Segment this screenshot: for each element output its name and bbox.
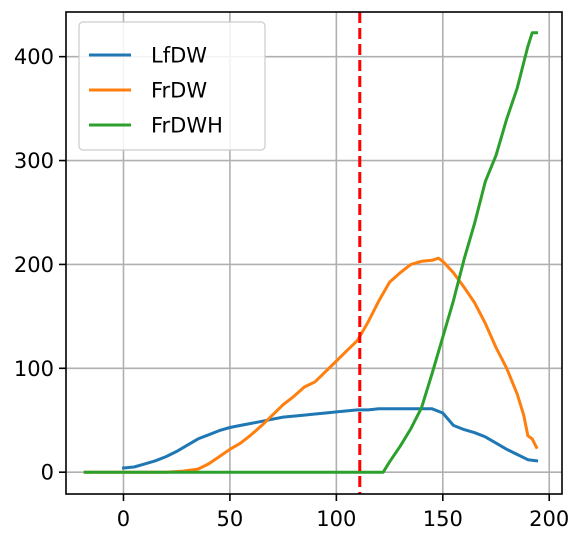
series-line-frdw bbox=[83, 256, 539, 474]
legend: LfDW FrDW FrDWH bbox=[78, 21, 266, 151]
y-tick-label: 400 bbox=[14, 45, 54, 69]
legend-label-frdwh: FrDWH bbox=[151, 114, 223, 138]
series-lines bbox=[83, 31, 539, 474]
y-tick-label: 100 bbox=[14, 357, 54, 381]
plot-frame bbox=[65, 11, 563, 495]
series-line-frdwh bbox=[83, 31, 538, 474]
y-tick-label: 200 bbox=[14, 253, 54, 277]
series-line-lfdw bbox=[121, 407, 539, 470]
x-tick-label: 100 bbox=[316, 507, 356, 531]
legend-label-frdw: FrDW bbox=[151, 79, 207, 103]
y-tick-label: 0 bbox=[41, 461, 54, 485]
x-tick-label: 50 bbox=[217, 507, 244, 531]
legend-label-lfdw: LfDW bbox=[151, 44, 207, 68]
x-tick-label: 200 bbox=[529, 507, 569, 531]
x-tick-label: 150 bbox=[423, 507, 463, 531]
x-tick-label: 0 bbox=[117, 507, 130, 531]
axis-ticks: 0 50 100 150 200 0 100 200 300 400 bbox=[14, 45, 569, 531]
y-tick-label: 300 bbox=[14, 149, 54, 173]
